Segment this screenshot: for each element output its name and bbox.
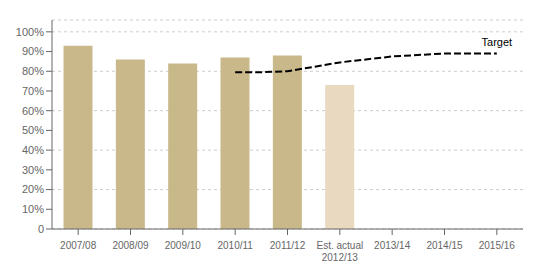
- svg-text:70%: 70%: [22, 85, 44, 97]
- svg-text:20%: 20%: [22, 183, 44, 195]
- svg-text:Target: Target: [482, 36, 513, 48]
- svg-text:2015/16: 2015/16: [479, 240, 516, 251]
- svg-text:2014/15: 2014/15: [426, 240, 463, 251]
- svg-text:90%: 90%: [22, 45, 44, 57]
- svg-text:2007/08: 2007/08: [60, 240, 97, 251]
- svg-text:2011/12: 2011/12: [270, 240, 306, 251]
- svg-text:50%: 50%: [22, 124, 44, 136]
- svg-text:0: 0: [38, 223, 44, 235]
- svg-text:30%: 30%: [22, 164, 44, 176]
- svg-text:2013/14: 2013/14: [374, 240, 411, 251]
- svg-text:Est. actual2012/13: Est. actual2012/13: [316, 240, 363, 263]
- svg-text:2009/10: 2009/10: [165, 240, 202, 251]
- svg-text:40%: 40%: [22, 144, 44, 156]
- svg-text:100%: 100%: [16, 26, 44, 38]
- svg-text:2008/09: 2008/09: [112, 240, 149, 251]
- svg-text:80%: 80%: [22, 65, 44, 77]
- svg-text:10%: 10%: [22, 203, 44, 215]
- svg-text:60%: 60%: [22, 105, 44, 117]
- svg-text:2010/11: 2010/11: [217, 240, 253, 251]
